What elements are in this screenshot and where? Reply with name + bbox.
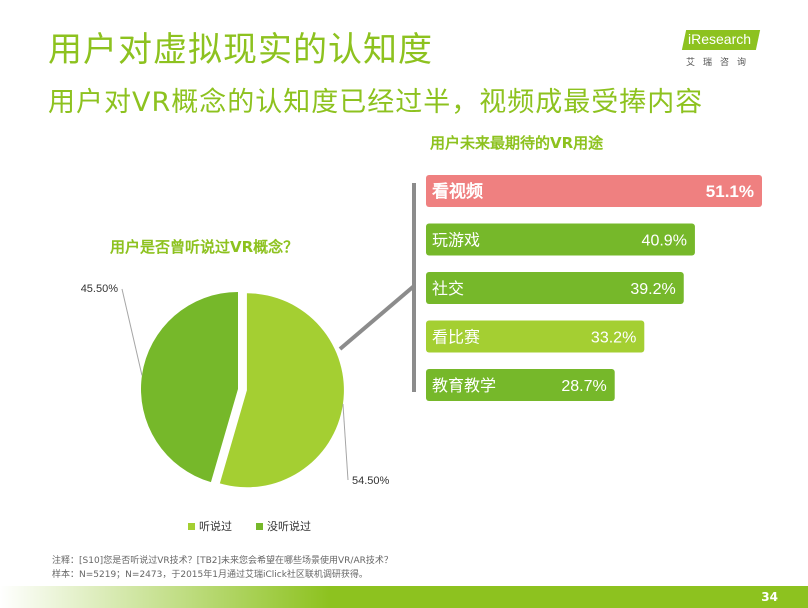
bar-value-label: 51.1% bbox=[706, 182, 754, 201]
bar-chart: 看视频 51.1% 玩游戏 40.9% 社交 39.2% 看比赛 33.2% 教育教学 28.7% bbox=[426, 175, 762, 401]
bar-value-label: 39.2% bbox=[630, 281, 675, 298]
connector-line bbox=[338, 284, 416, 351]
legend-swatch-not-heard bbox=[256, 522, 263, 530]
bar-category-label: 看视频 bbox=[431, 181, 483, 202]
bar-2 bbox=[426, 223, 695, 256]
bar-chart-title: 用户未来最期待的VR用途 bbox=[430, 134, 604, 152]
bar-5 bbox=[426, 369, 615, 401]
legend-item-heard: 听说过 bbox=[188, 518, 232, 534]
logo-subtext: 艾瑞咨询 bbox=[686, 58, 755, 68]
bar-category-label: 教育教学 bbox=[432, 376, 496, 395]
page-title: 用户对虚拟现实的认知度 bbox=[48, 30, 433, 70]
footer-fade bbox=[0, 586, 330, 608]
page-subtitle: 用户对VR概念的认知度已经过半，视频成最受捧内容 bbox=[48, 87, 704, 118]
legend-item-not-heard: 没听说过 bbox=[256, 518, 311, 534]
pie-label-heard: 54.50% bbox=[352, 475, 390, 487]
pie-chart: 54.50% 45.50% bbox=[81, 283, 390, 488]
page-number: 34 bbox=[761, 590, 778, 604]
bar-category-label: 玩游戏 bbox=[432, 231, 480, 250]
footnote-questions: 注释：[S10]您是否听说过VR技术？[TB2]未来您会希望在哪些场景使用VR/… bbox=[52, 556, 393, 566]
legend-swatch-heard bbox=[188, 522, 195, 530]
bar-category-label: 看比赛 bbox=[432, 328, 480, 347]
connector bbox=[338, 183, 416, 392]
bar-value-label: 28.7% bbox=[561, 378, 606, 395]
legend-label-not-heard: 没听说过 bbox=[267, 520, 311, 533]
bar-category-label: 社交 bbox=[432, 279, 464, 298]
bar-value-label: 33.2% bbox=[591, 330, 636, 347]
logo-text: iResearch bbox=[688, 31, 752, 47]
pie-slice-not-heard bbox=[140, 292, 238, 483]
pie-label-not-heard: 45.50% bbox=[81, 283, 119, 295]
pie-chart-title: 用户是否曾听说过VR概念？ bbox=[110, 238, 299, 256]
iresearch-logo: iResearch 艾瑞咨询 bbox=[681, 30, 762, 70]
legend-label-heard: 听说过 bbox=[199, 520, 232, 533]
pie-slice-heard bbox=[219, 293, 344, 488]
bar-4 bbox=[426, 320, 645, 353]
bar-value-label: 40.9% bbox=[642, 233, 687, 250]
pie-leader-line bbox=[342, 403, 349, 481]
footnote-sample: 样本：N=5219；N=2473，于2015年1月通过艾瑞iClick社区联机调… bbox=[52, 570, 368, 580]
bar-1 bbox=[426, 175, 762, 207]
bar-3 bbox=[426, 272, 684, 304]
pie-leader-line bbox=[121, 288, 143, 376]
